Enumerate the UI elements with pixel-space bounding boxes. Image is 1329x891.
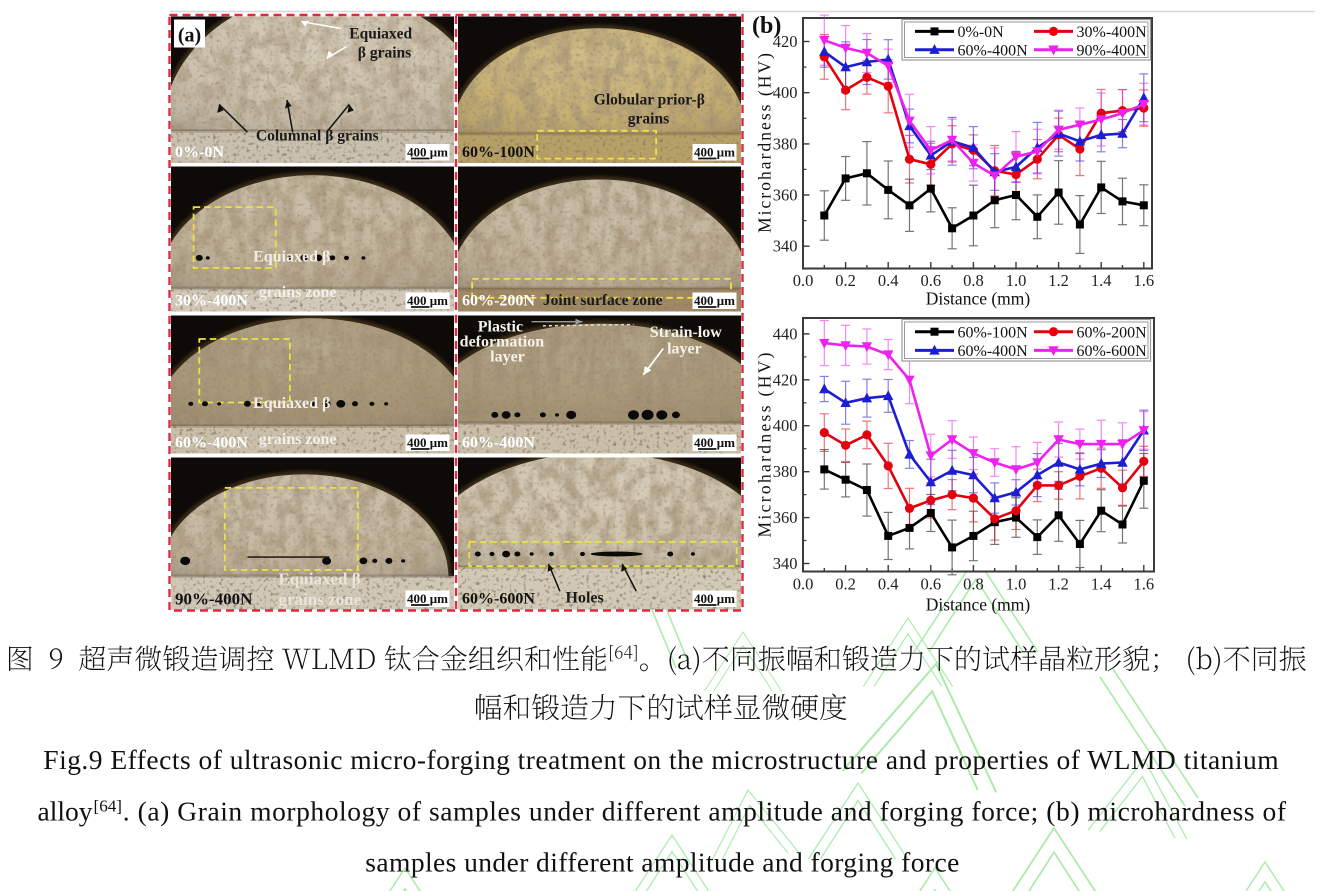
svg-text:0.2: 0.2 xyxy=(835,271,856,290)
svg-text:60%-200N: 60%-200N xyxy=(1077,325,1148,342)
svg-text:1.4: 1.4 xyxy=(1091,271,1112,290)
svg-text:Equiaxed β: Equiaxed β xyxy=(253,249,330,266)
svg-text:60%-600N: 60%-600N xyxy=(1077,343,1148,360)
svg-text:1.6: 1.6 xyxy=(1133,575,1154,594)
svg-text:420: 420 xyxy=(773,32,798,51)
svg-text:400: 400 xyxy=(773,416,798,435)
svg-text:grains zone: grains zone xyxy=(259,431,337,448)
svg-text:Microhardness (HV): Microhardness (HV) xyxy=(755,53,775,233)
svg-text:360: 360 xyxy=(773,186,798,205)
svg-text:Joint surface zone: Joint surface zone xyxy=(543,292,663,309)
svg-text:340: 340 xyxy=(773,554,798,573)
svg-text:1.4: 1.4 xyxy=(1091,575,1112,594)
svg-text:Plastic: Plastic xyxy=(478,318,523,335)
svg-text:1.2: 1.2 xyxy=(1048,271,1069,290)
svg-text:0.6: 0.6 xyxy=(920,271,941,290)
svg-text:samples under different amplit: samples under different amplitude and fo… xyxy=(365,847,959,878)
svg-text:340: 340 xyxy=(773,237,798,256)
svg-text:0%-0N: 0%-0N xyxy=(958,24,1005,41)
svg-text:400 μm: 400 μm xyxy=(407,145,448,160)
svg-text:400: 400 xyxy=(773,83,798,102)
svg-text:1.2: 1.2 xyxy=(1048,575,1069,594)
svg-text:400 μm: 400 μm xyxy=(694,145,735,160)
svg-text:400 μm: 400 μm xyxy=(407,293,448,308)
svg-text:grains: grains xyxy=(628,110,669,127)
svg-text:0%-0N: 0%-0N xyxy=(175,144,224,161)
svg-text:30%-400N: 30%-400N xyxy=(175,293,248,310)
svg-text:grains zone: grains zone xyxy=(279,590,362,609)
svg-text:380: 380 xyxy=(773,462,798,481)
svg-text:alloy: alloy xyxy=(38,796,93,827)
svg-text:60%-400N: 60%-400N xyxy=(462,435,535,452)
svg-text:(a): (a) xyxy=(178,25,201,47)
svg-text:90%-400N: 90%-400N xyxy=(175,590,253,609)
svg-text:Holes: Holes xyxy=(566,590,604,607)
svg-text:60%-400N: 60%-400N xyxy=(958,343,1029,360)
svg-text:400 μm: 400 μm xyxy=(694,293,735,308)
svg-text:Equiaxed β: Equiaxed β xyxy=(279,569,361,588)
svg-text:grains zone: grains zone xyxy=(259,284,337,301)
svg-text:1.0: 1.0 xyxy=(1006,575,1027,594)
svg-text:0.0: 0.0 xyxy=(793,271,814,290)
svg-text:90%-400N: 90%-400N xyxy=(1077,43,1148,60)
svg-text:400 μm: 400 μm xyxy=(407,591,448,606)
svg-text:440: 440 xyxy=(773,324,798,343)
svg-text:Globular prior-β: Globular prior-β xyxy=(594,91,705,108)
svg-text:1.6: 1.6 xyxy=(1133,271,1154,290)
svg-text:360: 360 xyxy=(773,508,798,527)
svg-text:0.6: 0.6 xyxy=(920,575,941,594)
svg-text:Distance (mm): Distance (mm) xyxy=(926,595,1031,615)
svg-text:0.8: 0.8 xyxy=(963,575,984,594)
svg-text:60%-600N: 60%-600N xyxy=(462,591,535,608)
svg-text:380: 380 xyxy=(773,134,798,153)
svg-text:[64]: [64] xyxy=(94,796,122,815)
svg-text:400 μm: 400 μm xyxy=(694,435,735,450)
svg-text:0.2: 0.2 xyxy=(835,575,856,594)
svg-text:0.0: 0.0 xyxy=(793,575,814,594)
svg-text:Distance (mm): Distance (mm) xyxy=(926,289,1031,309)
svg-text:60%-100N: 60%-100N xyxy=(462,144,535,161)
svg-text:1.0: 1.0 xyxy=(1006,271,1027,290)
svg-text:β grains: β grains xyxy=(358,45,411,62)
svg-text:0.8: 0.8 xyxy=(963,271,984,290)
svg-text:Columnal β grains: Columnal β grains xyxy=(256,127,379,144)
svg-text:60%-100N: 60%-100N xyxy=(958,325,1029,342)
svg-text:60%-200N: 60%-200N xyxy=(462,293,535,310)
svg-text:0.4: 0.4 xyxy=(878,575,899,594)
svg-text:60%-400N: 60%-400N xyxy=(175,435,248,452)
svg-text:Equiaxed: Equiaxed xyxy=(349,26,412,43)
svg-text:60%-400N: 60%-400N xyxy=(958,43,1029,60)
svg-text:layer: layer xyxy=(490,349,525,366)
svg-text:deformation: deformation xyxy=(460,334,545,351)
svg-text:. (a) Grain morphology of samp: . (a) Grain morphology of samples under … xyxy=(123,796,1287,827)
svg-text:0.4: 0.4 xyxy=(878,271,899,290)
svg-text:30%-400N: 30%-400N xyxy=(1077,24,1148,41)
svg-text:Fig.9 Effects of ultrasonic mi: Fig.9 Effects of ultrasonic micro-forgin… xyxy=(43,744,1278,775)
svg-text:420: 420 xyxy=(773,370,798,389)
svg-text:(b): (b) xyxy=(752,13,781,39)
svg-text:Equiaxed β: Equiaxed β xyxy=(253,395,330,412)
svg-text:layer: layer xyxy=(667,340,702,357)
svg-text:400 μm: 400 μm xyxy=(694,591,735,606)
svg-text:Strain-low: Strain-low xyxy=(650,324,722,341)
svg-text:400 μm: 400 μm xyxy=(407,435,448,450)
